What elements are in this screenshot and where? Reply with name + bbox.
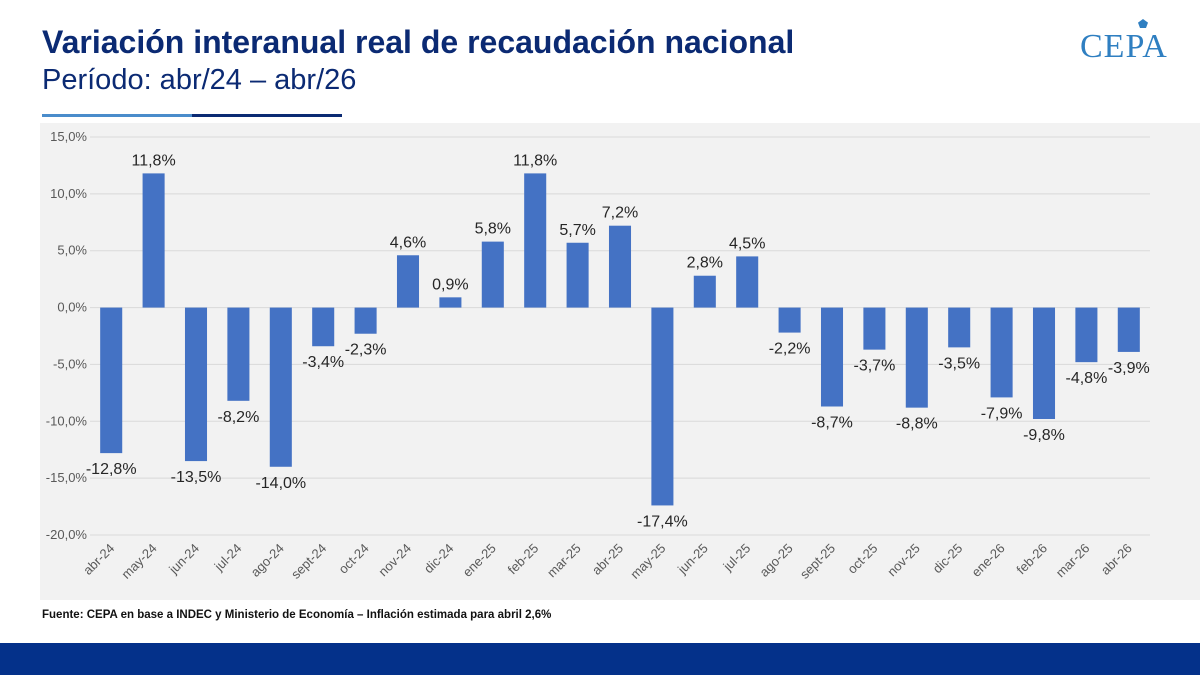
- logo-text: CEPA: [1080, 28, 1168, 65]
- data-label: -8,7%: [811, 415, 853, 432]
- data-label: -2,3%: [345, 342, 387, 359]
- data-label: -8,8%: [896, 416, 938, 433]
- x-tick-label: abr-25: [589, 541, 626, 578]
- bar: [778, 307, 801, 333]
- x-axis: abr-24 may-24 jun-24 jul-24 ago-24 sept-24 oct…: [80, 541, 1135, 582]
- title-underline-dark: [192, 114, 342, 117]
- bar: [1032, 307, 1056, 420]
- bar: [820, 307, 844, 407]
- x-tick-label: nov-24: [375, 541, 414, 580]
- x-tick-label: mar-26: [1053, 541, 1093, 581]
- x-tick-label: abr-26: [1098, 541, 1135, 578]
- data-label: -8,2%: [218, 409, 260, 426]
- x-tick-label: nov-25: [884, 541, 923, 580]
- bar: [354, 307, 377, 334]
- data-label: 4,5%: [729, 235, 765, 252]
- bar: [142, 173, 165, 308]
- chart-subtitle: Período: abr/24 – abr/26: [42, 64, 357, 96]
- logo-mark-icon: [1138, 19, 1148, 28]
- x-tick-label: jul-24: [211, 541, 245, 575]
- data-label: -17,4%: [637, 513, 688, 530]
- bar: [608, 225, 632, 308]
- bar: [524, 173, 547, 308]
- data-label: -3,7%: [854, 358, 896, 375]
- x-tick-label: ene-25: [460, 541, 499, 580]
- chart-title: Variación interanual real de recaudación…: [42, 24, 795, 60]
- bar: [693, 275, 716, 308]
- x-tick-label: abr-24: [80, 541, 117, 578]
- data-label: 5,7%: [559, 222, 595, 239]
- y-tick-label: -10,0%: [46, 413, 88, 428]
- bar: [863, 307, 886, 350]
- x-tick-label: feb-25: [505, 541, 542, 578]
- data-label: -3,9%: [1108, 360, 1150, 377]
- data-label: -12,8%: [86, 461, 137, 478]
- x-tick-label: ene-26: [968, 541, 1007, 580]
- x-tick-label: oct-24: [336, 541, 372, 577]
- x-tick-label: may-24: [118, 541, 159, 582]
- bar: [1117, 307, 1140, 352]
- y-tick-label: 0,0%: [57, 300, 87, 315]
- data-label: -4,8%: [1066, 370, 1108, 387]
- data-label: 5,8%: [475, 221, 511, 238]
- x-tick-label: jun-25: [674, 541, 711, 578]
- y-tick-label: 5,0%: [57, 243, 87, 258]
- data-label: 2,8%: [687, 255, 723, 272]
- x-tick-label: dic-25: [930, 541, 966, 577]
- x-tick-label: ago-25: [756, 541, 795, 580]
- bar: [566, 242, 589, 308]
- x-tick-label: sept-25: [797, 541, 838, 582]
- x-tick-label: jul-25: [720, 541, 754, 575]
- bar: [948, 307, 971, 348]
- bar: [396, 255, 420, 308]
- bar: [481, 241, 504, 308]
- x-tick-label: may-25: [627, 541, 668, 582]
- x-tick-label: ago-24: [248, 541, 287, 580]
- x-tick-label: oct-25: [844, 541, 880, 577]
- data-label: -3,4%: [302, 354, 344, 371]
- data-label: -3,5%: [938, 355, 980, 372]
- x-tick-label: dic-24: [421, 541, 457, 577]
- data-labels-layer: -12,8% 11,8% -13,5% -8,2% -14,0% -3,4%-2,3% 4,…: [86, 152, 1150, 530]
- data-label: 11,8%: [132, 152, 176, 169]
- data-label: -7,9%: [981, 405, 1023, 422]
- footer-bar: [0, 643, 1200, 675]
- data-label: -14,0%: [255, 475, 306, 492]
- y-tick-label: -15,0%: [46, 470, 88, 485]
- bar: [905, 307, 928, 408]
- data-label: 11,8%: [513, 152, 557, 169]
- data-label: -13,5%: [171, 469, 222, 486]
- bar: [184, 307, 208, 462]
- y-tick-label: 15,0%: [50, 129, 87, 144]
- data-label: -2,2%: [769, 341, 811, 358]
- y-tick-label: 10,0%: [50, 186, 87, 201]
- data-label: 4,6%: [390, 234, 426, 251]
- x-tick-label: feb-26: [1013, 541, 1050, 578]
- cepa-logo: CEPA: [1080, 19, 1170, 68]
- bar: [100, 307, 123, 454]
- y-axis: 15,0% 10,0% 5,0% 0,0% -5,0% -10,0% -15,0% -20,0…: [46, 129, 88, 542]
- grid-layer: [90, 136, 1150, 536]
- x-tick-label: mar-25: [544, 541, 584, 581]
- bar: [227, 307, 250, 401]
- data-label: 7,2%: [602, 205, 638, 222]
- data-label: -9,8%: [1023, 427, 1065, 444]
- x-tick-label: jun-24: [165, 541, 202, 578]
- bar: [439, 297, 462, 308]
- bar: [312, 307, 335, 347]
- bar: [736, 256, 759, 308]
- bar: [269, 307, 292, 467]
- title-underline-light: [42, 114, 192, 117]
- bar: [1075, 307, 1098, 363]
- data-label: 0,9%: [432, 276, 468, 293]
- y-tick-label: -20,0%: [46, 527, 88, 542]
- bars-layer: [100, 173, 1140, 506]
- y-tick-label: -5,0%: [53, 356, 87, 371]
- source-note: Fuente: CEPA en base a INDEC y Ministeri…: [42, 609, 552, 621]
- x-tick-label: sept-24: [288, 541, 329, 582]
- bar: [651, 307, 674, 506]
- bar: [990, 307, 1013, 398]
